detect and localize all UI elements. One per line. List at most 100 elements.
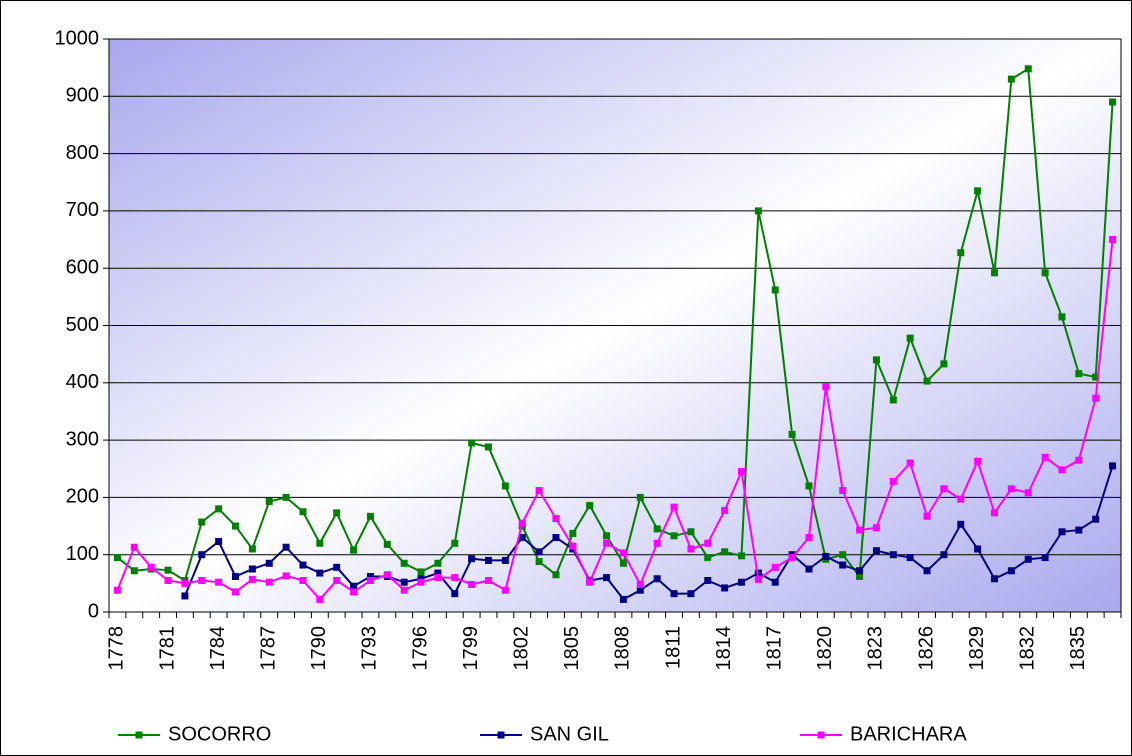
point xyxy=(788,430,796,438)
y-tick-label: 200 xyxy=(66,486,99,508)
y-tick-label: 400 xyxy=(66,371,99,393)
point xyxy=(350,588,358,596)
point xyxy=(839,551,847,559)
point xyxy=(636,493,644,501)
point xyxy=(535,558,543,566)
point xyxy=(957,495,965,503)
point xyxy=(586,578,594,586)
point xyxy=(974,187,982,195)
point xyxy=(383,540,391,548)
point xyxy=(754,207,762,215)
point xyxy=(771,563,779,571)
point xyxy=(333,509,341,517)
legend-marker xyxy=(817,731,825,739)
point xyxy=(1041,269,1049,277)
point xyxy=(839,487,847,495)
point xyxy=(130,543,138,551)
point xyxy=(434,559,442,567)
point xyxy=(518,534,526,542)
x-tick-label: 1799 xyxy=(460,626,482,671)
point xyxy=(805,482,813,490)
point xyxy=(1092,394,1100,402)
y-tick-label: 700 xyxy=(66,199,99,221)
x-tick-label: 1805 xyxy=(561,626,583,671)
point xyxy=(872,524,880,532)
point xyxy=(805,565,813,573)
x-tick-label: 1808 xyxy=(612,626,634,671)
point xyxy=(434,569,442,577)
x-tick-label: 1832 xyxy=(1017,626,1039,671)
point xyxy=(889,551,897,559)
point xyxy=(383,571,391,579)
x-tick-label: 1817 xyxy=(764,626,786,671)
point xyxy=(198,576,206,584)
point xyxy=(603,539,611,547)
legend-marker xyxy=(497,731,505,739)
point xyxy=(569,529,577,537)
point xyxy=(771,578,779,586)
point xyxy=(1007,75,1015,83)
point xyxy=(1007,567,1015,575)
point xyxy=(164,576,172,584)
point xyxy=(687,528,695,536)
point xyxy=(619,549,627,557)
point xyxy=(704,576,712,584)
point xyxy=(856,572,864,580)
y-tick-label: 600 xyxy=(66,256,99,278)
point xyxy=(957,249,965,257)
point xyxy=(535,487,543,495)
point xyxy=(687,545,695,553)
point xyxy=(670,503,678,511)
point xyxy=(856,567,864,575)
point xyxy=(232,522,239,530)
point xyxy=(333,563,341,571)
point xyxy=(991,269,998,277)
point xyxy=(181,579,189,587)
legend-marker xyxy=(135,731,143,739)
point xyxy=(603,574,611,582)
point xyxy=(1109,462,1117,470)
x-tick-label: 1823 xyxy=(865,626,887,671)
y-tick-label: 0 xyxy=(88,600,99,622)
point xyxy=(1092,373,1100,381)
x-tick-label: 1829 xyxy=(966,626,988,671)
point xyxy=(872,547,880,555)
point xyxy=(417,568,425,576)
point xyxy=(1058,466,1066,474)
point xyxy=(552,571,560,579)
point xyxy=(1024,65,1032,73)
x-tick-label: 1796 xyxy=(409,626,431,671)
point xyxy=(451,590,459,598)
point xyxy=(400,586,408,594)
point xyxy=(130,567,138,575)
point xyxy=(215,538,223,546)
legend-label: BARICHARA xyxy=(850,723,967,745)
point xyxy=(248,575,256,583)
point xyxy=(721,548,729,556)
point xyxy=(552,534,560,542)
point xyxy=(232,588,239,596)
point xyxy=(1075,370,1083,378)
point xyxy=(1092,515,1100,523)
point xyxy=(552,515,560,523)
point xyxy=(1024,489,1032,497)
point xyxy=(1024,555,1032,563)
point xyxy=(940,551,948,559)
point xyxy=(788,554,796,562)
point xyxy=(1007,485,1015,493)
point xyxy=(434,574,442,582)
point xyxy=(485,556,492,564)
point xyxy=(754,575,762,583)
point xyxy=(468,580,476,588)
point xyxy=(164,566,172,574)
point xyxy=(586,501,594,509)
point xyxy=(822,552,830,560)
x-tick-label: 1820 xyxy=(814,626,836,671)
point xyxy=(906,334,914,342)
point xyxy=(265,497,273,505)
point xyxy=(232,572,239,580)
point xyxy=(974,545,982,553)
point xyxy=(265,559,273,567)
point xyxy=(417,578,425,586)
point xyxy=(603,532,611,540)
